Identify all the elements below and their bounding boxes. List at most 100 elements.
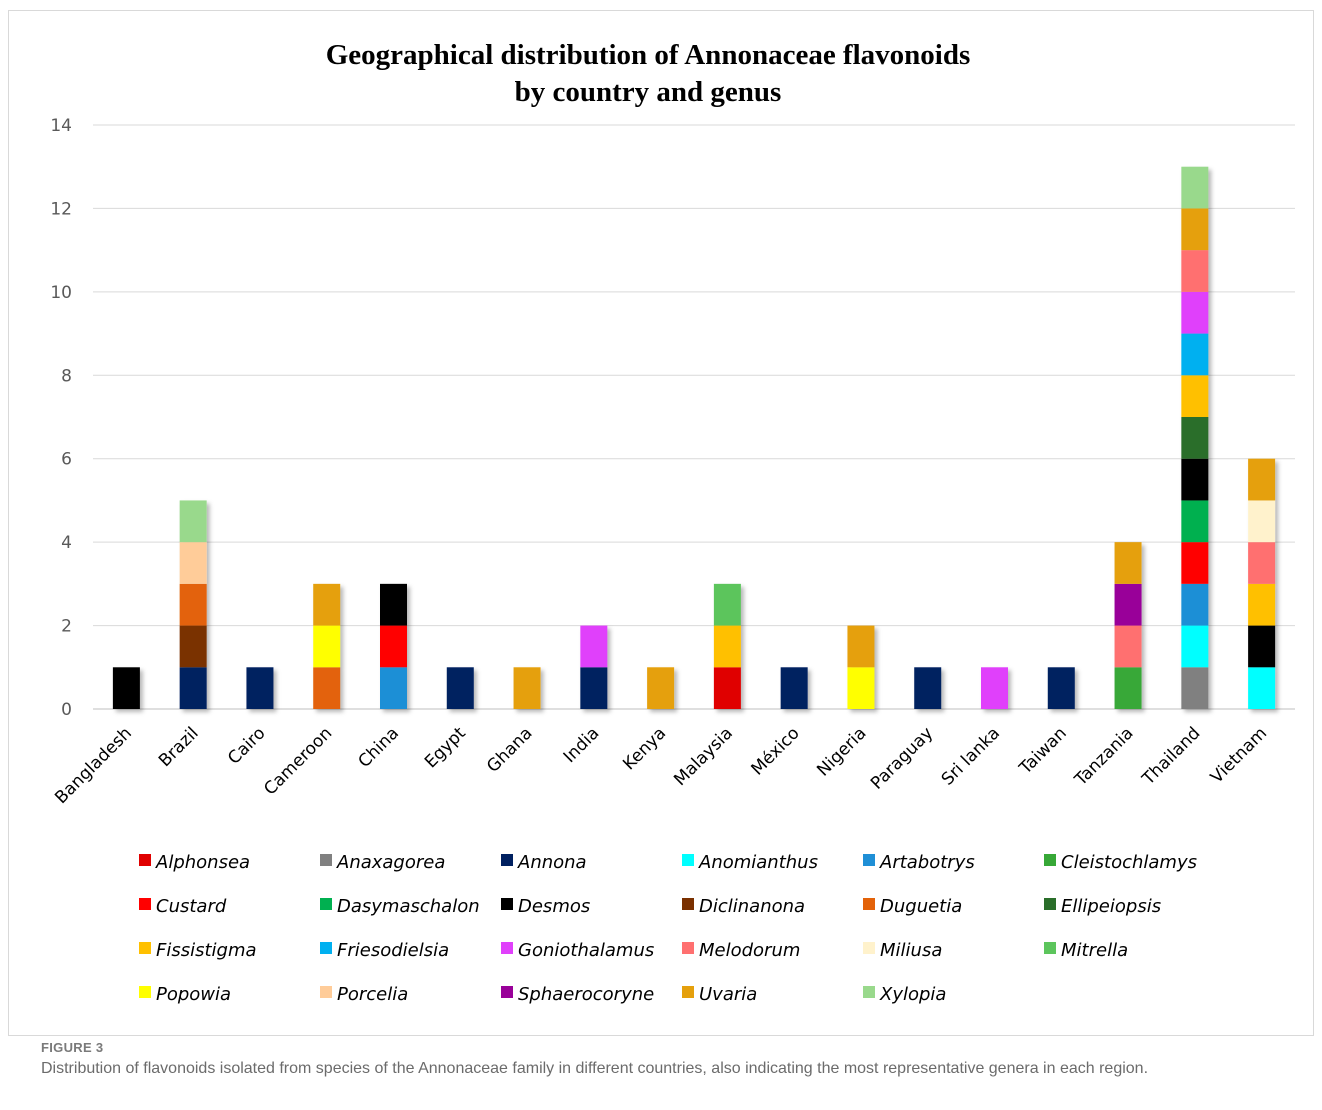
legend-label: Artabotrys (879, 852, 975, 873)
legend-item: Duguetia (863, 896, 962, 917)
gridlines (93, 124, 1295, 710)
legend-label: Friesodielsia (337, 940, 449, 961)
legend-label: Porcelia (337, 984, 408, 1005)
legend-label: Cleistochlamys (1061, 852, 1197, 873)
bar-segment (1181, 333, 1209, 376)
legend-item: Anomianthus (682, 852, 818, 873)
y-tick-label: 8 (61, 366, 72, 386)
legend-label: Popowia (156, 984, 231, 1005)
bar-segment (179, 500, 207, 543)
bar-segment (1181, 208, 1209, 251)
bar-segment (446, 667, 474, 709)
bar-stack (780, 667, 808, 709)
bar-segment (1181, 625, 1209, 668)
legend-swatch (501, 898, 513, 910)
legend-label: Mitrella (1061, 940, 1128, 961)
legend-label: Desmos (518, 896, 590, 917)
bar-segment (713, 625, 741, 668)
bar-segment (580, 667, 608, 709)
bar-segment (1181, 667, 1209, 709)
bar-segment (246, 667, 274, 709)
legend-swatch (501, 986, 513, 998)
y-tick-label: 10 (50, 283, 72, 303)
bar-segment (179, 542, 207, 584)
figure-frame (8, 10, 1314, 1036)
legend-swatch (139, 986, 151, 998)
bar-segment (1248, 542, 1276, 584)
bar-segment (1181, 542, 1209, 584)
bar-segment (847, 667, 875, 709)
x-tick-label: Cairo (224, 723, 269, 768)
bar-segment (1181, 458, 1209, 501)
x-tick-label: Vietnam (1207, 723, 1271, 787)
y-tick-label: 6 (61, 450, 72, 470)
legend-swatch (1044, 942, 1056, 954)
bar-segment (1181, 417, 1209, 459)
bar-stack (246, 667, 274, 709)
bar-segment (1181, 583, 1209, 626)
chart-title-line-2: by country and genus (515, 76, 782, 108)
bar-segment (981, 667, 1008, 709)
legend-label: Goniothalamus (518, 940, 654, 961)
legend-item: Uvaria (682, 984, 757, 1005)
legend-swatch (863, 898, 875, 910)
bar-segment (179, 583, 207, 626)
y-tick-label: 4 (61, 533, 72, 553)
x-tick-label: Cameroon (260, 723, 336, 799)
bar-segment (513, 667, 541, 709)
legend-swatch (682, 942, 694, 954)
legend-label: Sphaerocoryne (518, 984, 654, 1005)
legend-label: Anomianthus (698, 852, 818, 873)
x-tick-label: Brazil (155, 723, 203, 771)
legend-item: Alphonsea (139, 852, 250, 873)
bar-stack (647, 667, 675, 709)
bar-stack (580, 625, 608, 709)
legend-label: Anaxagorea (336, 852, 445, 873)
legend-item: Fissistigma (139, 940, 257, 961)
legend-item: Artabotrys (863, 852, 975, 873)
x-tick-label: Ghana (483, 723, 536, 776)
legend-label: Duguetia (880, 896, 962, 917)
bar-segment (313, 583, 341, 626)
legend-swatch (320, 898, 332, 910)
bar-stack (713, 583, 741, 709)
legend-item: Friesodielsia (320, 940, 449, 961)
legend-swatch (320, 986, 332, 998)
bar-segment (1114, 667, 1142, 709)
bar-stack (513, 667, 541, 709)
legend-item: Anaxagorea (320, 852, 445, 873)
bar-stack (179, 500, 207, 709)
bar-stack (112, 667, 140, 709)
x-tick-label: Malaysia (670, 723, 737, 790)
legend-label: Custard (156, 896, 227, 917)
bar-segment (1114, 625, 1142, 668)
legend-label: Diclinanona (699, 896, 805, 917)
bar-segment (1047, 667, 1075, 709)
legend-swatch (682, 986, 694, 998)
bar-stack (380, 583, 407, 709)
legend-swatch (863, 854, 875, 866)
bar-segment (780, 667, 808, 709)
figure-caption-text: Distribution of flavonoids isolated from… (41, 1060, 1149, 1077)
x-tick-label: Sri lanka (938, 723, 1004, 789)
bar-segment (112, 667, 140, 709)
bar-segment (1248, 625, 1276, 668)
bar-segment (313, 667, 341, 709)
legend-swatch (501, 854, 513, 866)
x-tick-label: Thailand (1138, 723, 1204, 789)
legend-swatch (139, 942, 151, 954)
legend-swatch (682, 854, 694, 866)
bar-segment (1181, 166, 1209, 209)
bar-segment (647, 667, 675, 709)
x-tick-label: Taiwan (1015, 723, 1071, 779)
bar-segment (1181, 291, 1209, 334)
legend-label: Miliusa (880, 940, 942, 961)
bar-stack (1248, 458, 1276, 709)
bar-stack (981, 667, 1008, 709)
legend-label: Annona (517, 852, 587, 873)
legend-swatch (320, 942, 332, 954)
x-tick-label: Nigeria (813, 723, 870, 780)
legend-swatch (863, 986, 875, 998)
legend-item: Sphaerocoryne (501, 984, 654, 1005)
